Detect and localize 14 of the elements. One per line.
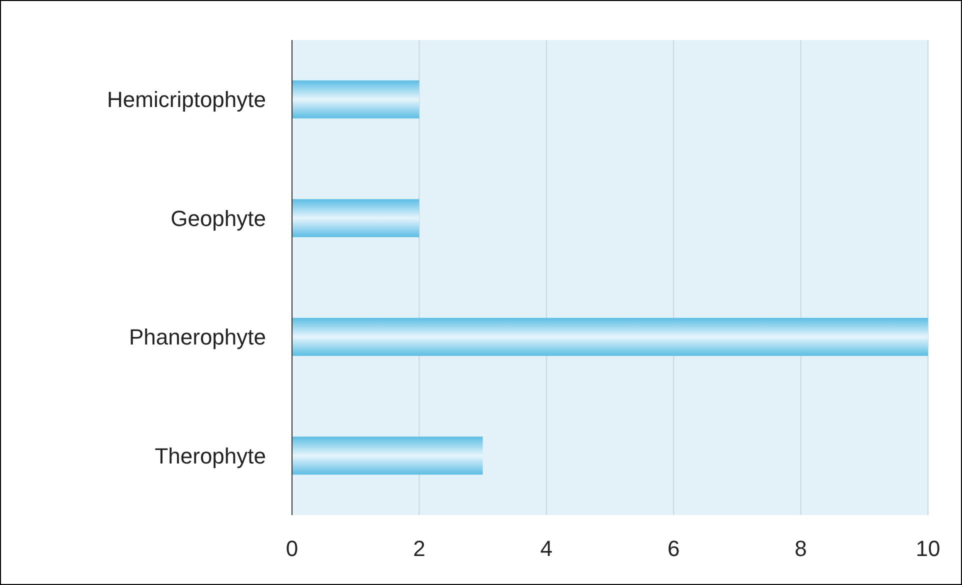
y-tick-label: Therophyte [154, 443, 266, 468]
y-tick-label: Hemicriptophyte [107, 87, 266, 112]
x-tick-label: 10 [916, 536, 940, 561]
x-tick-label: 4 [540, 536, 553, 561]
x-tick-label: 2 [413, 536, 426, 561]
bar [292, 318, 928, 356]
x-tick-label: 8 [794, 536, 807, 561]
x-tick-label: 0 [286, 536, 298, 561]
y-tick-label: Phanerophyte [129, 324, 266, 350]
x-tick-label: 6 [667, 536, 680, 561]
bar [292, 199, 420, 238]
bar [292, 436, 483, 475]
bar [292, 80, 420, 118]
y-tick-label: Geophyte [170, 206, 266, 231]
